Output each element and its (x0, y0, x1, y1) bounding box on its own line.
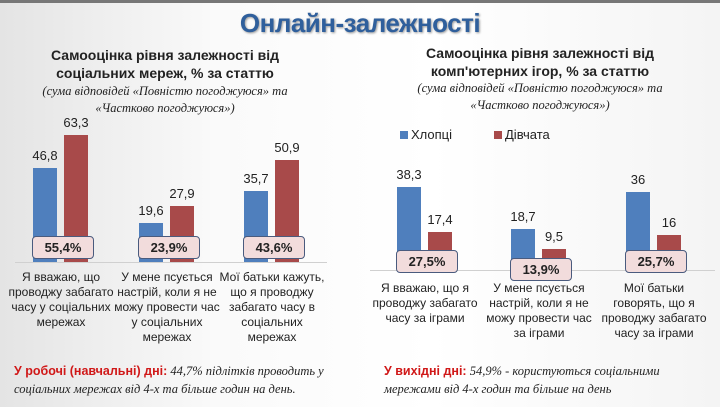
chart1-value-girls-3: 50,9 (274, 140, 300, 156)
chart2-value-boys-3: 36 (630, 171, 646, 187)
note-weekend: У вихідні дні: 54,9% - користуються соці… (384, 362, 714, 398)
legend-swatch-girls (494, 130, 502, 139)
chart2-value-girls-2: 9,5 (544, 229, 564, 245)
legend-label-boys: Хлопці (411, 127, 453, 142)
chart1-value-girls-1: 63,3 (63, 115, 89, 131)
note-weekdays: У робочі (навчальні) дні: 44,7% підліткі… (14, 362, 359, 398)
legend-boys: Хлопці (400, 127, 452, 142)
chart1-value-boys-3: 35,7 (243, 170, 269, 186)
chart1-axis (15, 262, 327, 263)
chart2-value-girls-1: 17,4 (427, 212, 453, 228)
chart2-category-2: У мене псується настрій, коли я не можу … (486, 281, 592, 340)
chart1-subtitle: (сума відповідей «Повністю погоджуюся» т… (42, 84, 288, 115)
chart1-category-3: Мої батьки кажуть, що я проводжу забагат… (219, 270, 325, 344)
chart2-value-boys-2: 18,7 (510, 209, 536, 225)
chart2-value-girls-3: 16 (661, 215, 677, 231)
chart1-total-3: 43,6% (243, 236, 305, 259)
chart1-category-2: У мене псується настрій, коли я не можу … (114, 270, 220, 344)
chart1-value-boys-2: 19,6 (138, 202, 164, 218)
chart2-category-1: Я вважаю, що я проводжу забагато часу за… (372, 281, 478, 325)
chart2-total-1: 27,5% (396, 250, 458, 273)
chart1-total-1: 55,4% (32, 236, 94, 259)
chart1-title: Самооцінка рівня залежності від соціальн… (51, 47, 279, 81)
chart2-total-3: 25,7% (625, 250, 687, 273)
chart1-category-1: Я вважаю, що проводжу забагато часу у со… (8, 270, 114, 329)
chart2-value-boys-1: 38,3 (396, 166, 422, 182)
chart2-subtitle: (сума відповідей «Повністю погоджуюся» т… (417, 81, 663, 112)
chart1-total-2: 23,9% (138, 236, 200, 259)
slide-title: Онлайн-залежності (239, 8, 481, 38)
chart2-title: Самооцінка рівня залежності від комп'юте… (426, 45, 654, 79)
chart2-category-3: Мої батьки говорять, що я проводжу забаг… (601, 281, 707, 340)
note-weekdays-label: У робочі (навчальні) дні: (14, 364, 168, 378)
chart1-value-boys-1: 46,8 (32, 148, 58, 164)
note-weekend-label: У вихідні дні: (384, 364, 467, 378)
note-weekdays-text: 44,7% підлітків проводить у соціальних м… (14, 364, 324, 396)
chart2-total-2: 13,9% (510, 258, 572, 281)
chart1-value-girls-2: 27,9 (169, 186, 195, 202)
legend-label-girls: Дівчата (505, 127, 550, 142)
note-weekend-text: 54,9% - користуються соціальними мережам… (384, 364, 660, 396)
top-border (0, 0, 720, 3)
legend-girls: Дівчата (494, 127, 550, 142)
legend-swatch-boys (400, 130, 408, 139)
